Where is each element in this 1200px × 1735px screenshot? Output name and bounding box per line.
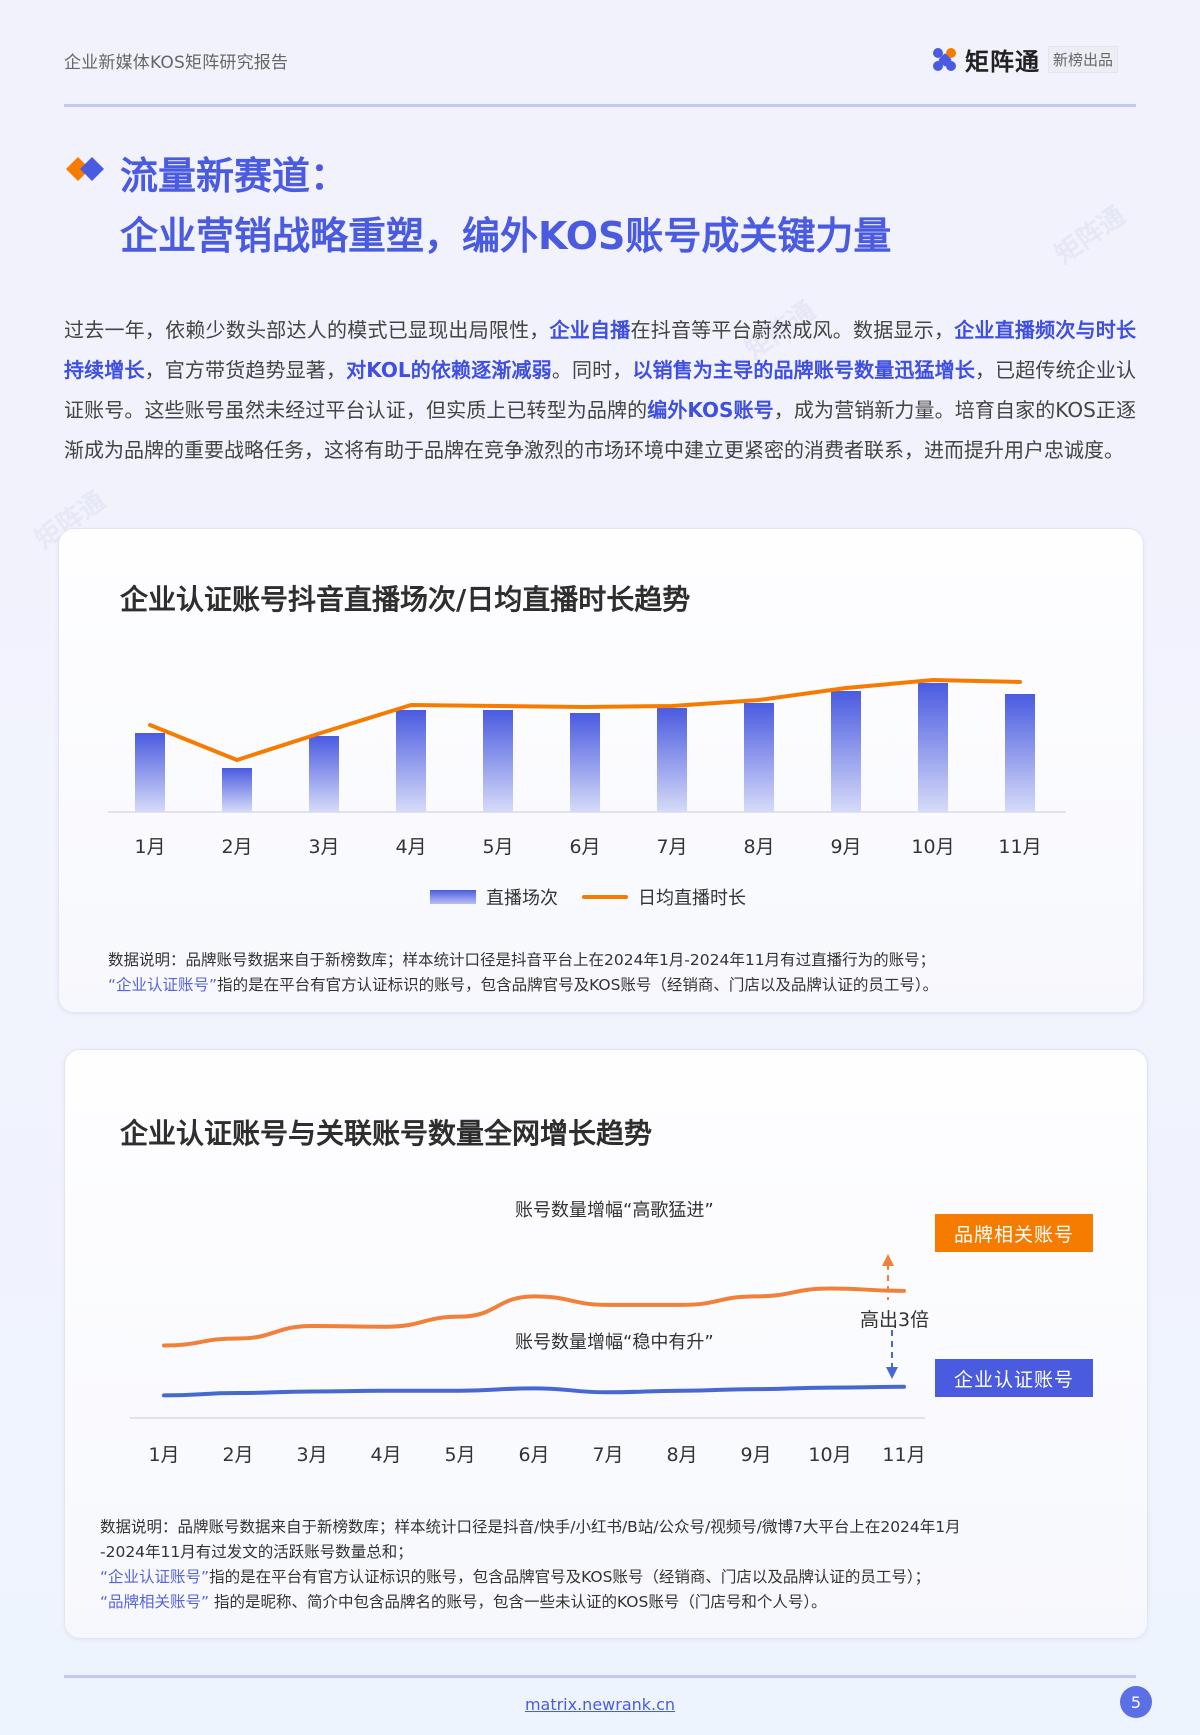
brand-tag: 新榜出品 — [1048, 46, 1119, 73]
chart-card-account-growth — [64, 1049, 1148, 1639]
bar-7月 — [657, 708, 687, 812]
chart2-note-line3: “企业认证账号”指的是在平台有官方认证标识的账号，包含品牌官号及KOS账号（经销… — [100, 1568, 931, 1586]
body-text: ，官方带货趋势显著， — [144, 358, 347, 382]
x-tick-label: 2月 — [221, 836, 253, 858]
website-link[interactable]: matrix.newrank.cn — [524, 1695, 676, 1714]
chart2-plot — [130, 1254, 925, 1419]
x-tick-label: 3月 — [308, 836, 340, 858]
brand-logo: 矩阵通 新榜出品 — [933, 42, 1119, 77]
bar-9月 — [831, 691, 861, 812]
x-tick-label: 6月 — [518, 1444, 550, 1466]
chart1-note: 数据说明：品牌账号数据来自于新榜数库；样本统计口径是抖音平台上在2024年1月-… — [108, 948, 1128, 998]
annotation-gap: 高出3倍 — [860, 1309, 930, 1331]
x-tick-label: 9月 — [740, 1444, 772, 1466]
gap-arrow — [882, 1254, 898, 1379]
bar-1月 — [135, 733, 165, 812]
annotation-blue-growth: 账号数量增幅“稳中有升” — [515, 1332, 714, 1353]
bar-11月 — [1005, 694, 1035, 812]
x-tick-label: 4月 — [395, 836, 427, 858]
header-divider — [64, 104, 1136, 107]
x-tick-label: 6月 — [569, 836, 601, 858]
body-text: ，已超传统企业认证账号。这些账号虽然未经过平台认证，但实质上已转型为品牌的 — [64, 358, 1137, 422]
tag-enterprise-certified: 企业认证账号 — [935, 1359, 1093, 1397]
highlight-text: 对KOL的依赖逐渐减弱 — [346, 358, 552, 382]
diamond-icon — [66, 157, 104, 181]
x-tick-label: 1月 — [134, 836, 166, 858]
x-tick-label: 11月 — [882, 1444, 926, 1466]
legend-bar-label: 直播场次 — [486, 888, 558, 909]
bar-5月 — [483, 710, 513, 812]
report-title: 企业新媒体KOS矩阵研究报告 — [64, 53, 289, 73]
body-text: 在抖音等平台蔚然成风。数据显示， — [630, 318, 955, 342]
chart1-note-line2: “企业认证账号”指的是在平台有官方认证标识的账号，包含品牌官号及KOS账号（经销… — [108, 976, 939, 994]
x-tick-label: 8月 — [666, 1444, 698, 1466]
intro-paragraph: 过去一年，依赖少数头部达人的模式已显现出局限性，企业自播在抖音等平台蔚然成风。数… — [64, 310, 1136, 470]
annotation-orange-growth: 账号数量增幅“高歌猛进” — [515, 1200, 714, 1221]
logo-icon — [933, 47, 957, 72]
x-tick-label: 5月 — [444, 1444, 476, 1466]
x-tick-label: 5月 — [482, 836, 514, 858]
chart1-title: 企业认证账号抖音直播场次/日均直播时长趋势 — [120, 583, 691, 616]
section-title-line1: 流量新赛道： — [120, 154, 349, 198]
bar-6月 — [570, 713, 600, 812]
watermark: 矩阵通 — [1049, 200, 1131, 271]
x-tick-label: 11月 — [998, 836, 1042, 858]
chart1-plot — [108, 678, 1066, 813]
chart2-note: 数据说明：品牌账号数据来自于新榜数库；样本统计口径是抖音/快手/小红书/B站/公… — [100, 1515, 1130, 1615]
highlight-text: 以销售为主导的品牌账号数量迅猛增长 — [632, 358, 975, 382]
body-text: 。同时， — [551, 358, 633, 382]
chart2-note-line1: 数据说明：品牌账号数据来自于新榜数库；样本统计口径是抖音/快手/小红书/B站/公… — [100, 1518, 961, 1536]
chart1-legend: 直播场次 日均直播时长 — [430, 884, 746, 910]
x-tick-label: 8月 — [743, 836, 775, 858]
highlight-text: 编外KOS账号 — [647, 398, 774, 422]
tag-brand-related: 品牌相关账号 — [935, 1214, 1093, 1252]
legend-line-swatch — [582, 895, 628, 899]
body-text: 过去一年，依赖少数头部达人的模式已显现出局限性， — [64, 318, 550, 342]
brand-name: 矩阵通 — [965, 48, 1040, 76]
x-tick-label: 7月 — [656, 836, 688, 858]
chart1-note-line1: 数据说明：品牌账号数据来自于新榜数库；样本统计口径是抖音平台上在2024年1月-… — [108, 951, 936, 969]
bar-3月 — [309, 736, 339, 812]
x-tick-label: 10月 — [808, 1444, 852, 1466]
x-tick-label: 2月 — [222, 1444, 254, 1466]
chart2-note-line4: “品牌相关账号” 指的是昵称、简介中包含品牌名的账号，包含一些未认证的KOS账号… — [100, 1593, 827, 1611]
bar-2月 — [222, 768, 252, 812]
highlight-text: 企业自播 — [549, 318, 631, 342]
x-tick-label: 9月 — [830, 836, 862, 858]
highlight-text: 企业直播频次与时长持续增长 — [64, 318, 1137, 382]
x-tick-label: 3月 — [296, 1444, 328, 1466]
x-tick-label: 4月 — [370, 1444, 402, 1466]
chart2-note-line2: -2024年11月有过发文的活跃账号数量总和； — [100, 1543, 413, 1561]
page-number-badge: 5 — [1120, 1686, 1152, 1718]
bar-10月 — [918, 683, 948, 812]
chart2-title: 企业认证账号与关联账号数量全网增长趋势 — [120, 1117, 653, 1150]
footer-divider — [64, 1675, 1136, 1678]
x-tick-label: 10月 — [911, 836, 955, 858]
section-title-line2: 企业营销战略重塑，编外KOS账号成关键力量 — [120, 214, 892, 258]
bar-8月 — [744, 703, 774, 812]
x-tick-label: 7月 — [592, 1444, 624, 1466]
legend-line-label: 日均直播时长 — [638, 888, 746, 909]
body-text: ，成为营销新力量。培育自家的KOS正逐渐成为品牌的重要战略任务，这将有助于品牌在… — [64, 398, 1136, 462]
bar-4月 — [396, 710, 426, 812]
legend-bar-swatch — [430, 890, 476, 904]
x-tick-label: 1月 — [148, 1444, 180, 1466]
